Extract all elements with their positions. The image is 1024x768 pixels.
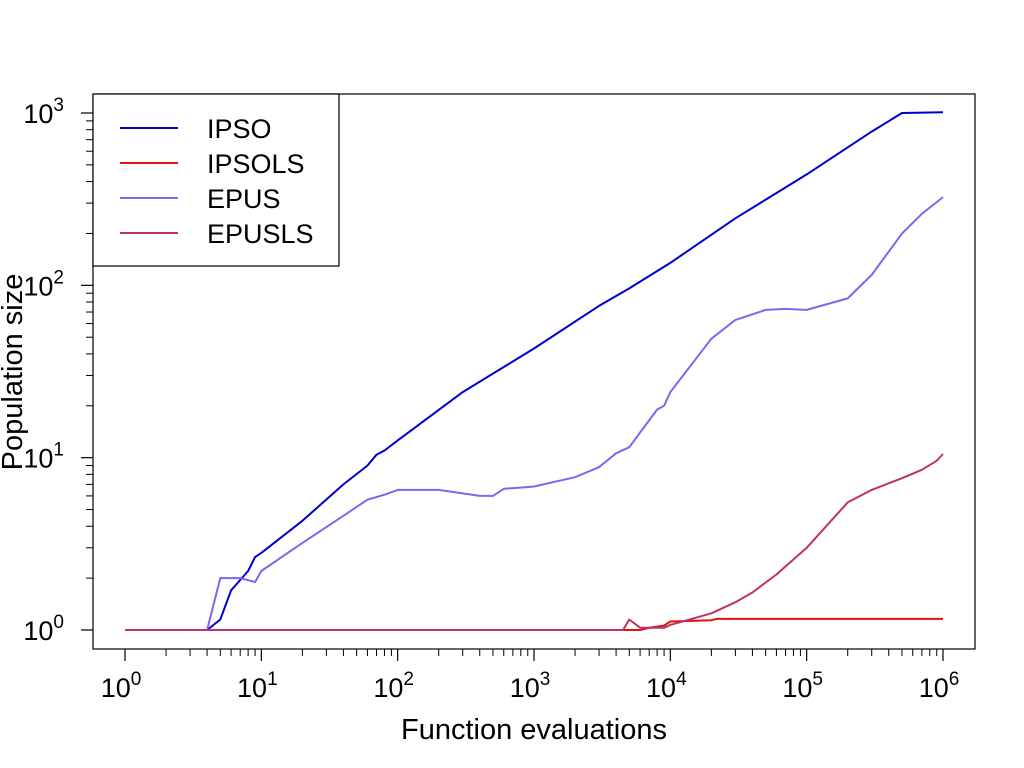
legend-label-epusls: EPUSLS bbox=[207, 219, 314, 249]
x-tick-label: 102 bbox=[373, 669, 414, 703]
y-tick-label: 102 bbox=[23, 267, 64, 301]
x-tick-label: 101 bbox=[237, 669, 278, 703]
plot-frame bbox=[92, 93, 976, 650]
series-line-epusls bbox=[125, 453, 944, 631]
x-tick-label: 100 bbox=[101, 669, 142, 703]
y-tick-label: 100 bbox=[23, 612, 64, 646]
series-line-epus bbox=[125, 196, 944, 631]
y-axis-ticks: 100 101 102 103 bbox=[23, 95, 93, 646]
legend: IPSO IPSOLS EPUS EPUSLS bbox=[92, 93, 340, 267]
x-axis-title: Function evaluations bbox=[401, 714, 667, 746]
x-axis-ticks: 100 101 102 103 104 105 106 bbox=[101, 649, 960, 703]
legend-label-epus: EPUS bbox=[207, 184, 281, 214]
x-tick-label: 105 bbox=[782, 669, 823, 703]
legend-label-ipso: IPSO bbox=[207, 114, 272, 144]
series-line-ipsols bbox=[125, 617, 943, 631]
x-tick-label: 103 bbox=[510, 669, 551, 703]
y-minor-ticks bbox=[86, 120, 93, 579]
x-minor-ticks bbox=[165, 649, 938, 656]
x-tick-label: 106 bbox=[919, 669, 960, 703]
legend-box bbox=[92, 93, 340, 267]
y-tick-label: 103 bbox=[23, 95, 64, 129]
x-tick-label: 104 bbox=[646, 669, 687, 703]
y-tick-label: 101 bbox=[23, 440, 64, 474]
y-axis-title: Population size bbox=[0, 274, 29, 471]
series-lines bbox=[125, 111, 944, 631]
legend-items: IPSO IPSOLS EPUS EPUSLS bbox=[120, 114, 314, 249]
legend-label-ipsols: IPSOLS bbox=[207, 149, 305, 179]
series-line-ipso bbox=[125, 111, 944, 631]
